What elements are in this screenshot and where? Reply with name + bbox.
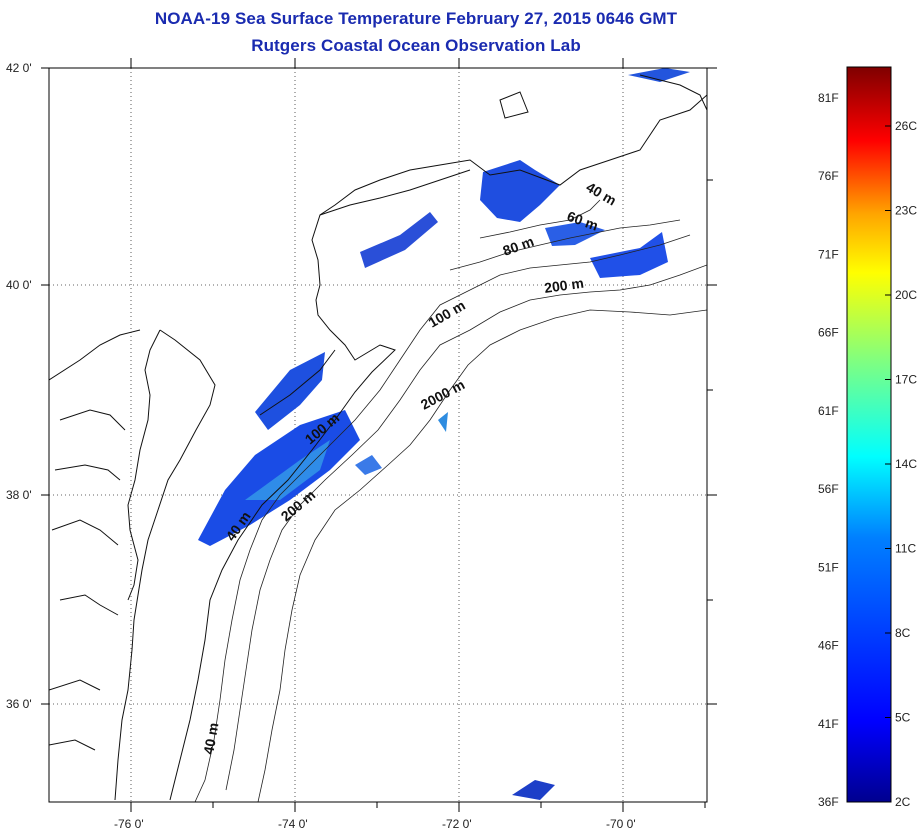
- map-title: NOAA-19 Sea Surface Temperature February…: [154, 9, 678, 28]
- colorbar-fahrenheit-label: 66F: [818, 326, 839, 340]
- colorbar-fahrenheit-label: 41F: [818, 717, 839, 731]
- contour-label: 200 m: [543, 275, 585, 296]
- grid-lines: [49, 68, 707, 802]
- colorbar-celsius-label: 20C: [895, 288, 917, 302]
- lat-tick-label: 42 0': [6, 61, 32, 75]
- colorbar-fahrenheit-label: 51F: [818, 560, 839, 574]
- colorbar-ticks: [885, 125, 891, 803]
- lat-tick-label: 36 0': [6, 697, 32, 711]
- contour-label: 40 m: [200, 721, 221, 755]
- map-subtitle: Rutgers Coastal Ocean Observation Lab: [251, 36, 581, 55]
- colorbar-celsius-labels: 26C 23C 20C 17C 14C 11C 8C 5C 2C: [895, 119, 917, 809]
- sst-patches: [198, 68, 690, 800]
- map-frame: [48, 67, 708, 803]
- lat-tick-label: 40 0': [6, 278, 32, 292]
- colorbar-fahrenheit-label: 36F: [818, 795, 839, 809]
- lon-tick-label: -76 0': [114, 817, 144, 831]
- bathymetry-contours: [194, 199, 707, 802]
- contour-label: 2000 m: [418, 376, 467, 412]
- colorbar-fahrenheit-label: 61F: [818, 404, 839, 418]
- colorbar-celsius-label: 26C: [895, 119, 917, 133]
- colorbar-fahrenheit-label: 76F: [818, 169, 839, 183]
- colorbar-fahrenheit-label: 56F: [818, 482, 839, 496]
- colorbar-celsius-label: 23C: [895, 204, 917, 218]
- contour-label: 80 m: [501, 233, 536, 259]
- lat-tick-label: 38 0': [6, 488, 32, 502]
- colorbar-fahrenheit-label: 71F: [818, 247, 839, 261]
- contour-label: 40 m: [584, 179, 620, 209]
- colorbar-fahrenheit-labels: 81F 76F 71F 66F 61F 56F 51F 46F 41F 36F: [818, 91, 839, 809]
- colorbar-celsius-label: 14C: [895, 457, 917, 471]
- coastline: [49, 74, 707, 801]
- lon-tick-label: -72 0': [442, 817, 472, 831]
- colorbar-celsius-label: 5C: [895, 711, 911, 725]
- colorbar-celsius-label: 2C: [895, 795, 911, 809]
- colorbar-fahrenheit-label: 46F: [818, 639, 839, 653]
- colorbar-celsius-label: 11C: [895, 542, 916, 556]
- lon-tick-label: -74 0': [278, 817, 308, 831]
- axis-ticks: [41, 58, 717, 812]
- lon-tick-label: -70 0': [606, 817, 636, 831]
- colorbar-celsius-label: 17C: [895, 373, 917, 387]
- temperature-colorbar: [846, 66, 892, 803]
- colorbar-fahrenheit-label: 81F: [818, 91, 839, 105]
- colorbar-celsius-label: 8C: [895, 626, 911, 640]
